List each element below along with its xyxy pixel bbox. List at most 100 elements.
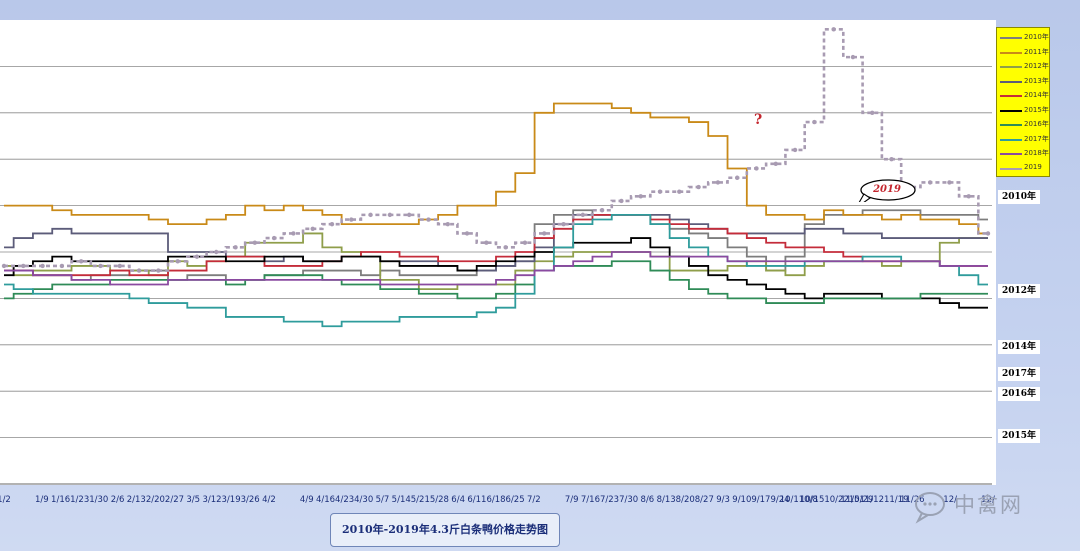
x-tick-label: 5/145/215/28 — [392, 495, 449, 505]
x-tick-label: 8/138/208/27 — [657, 495, 714, 505]
legend-label: 2012年 — [1024, 62, 1049, 70]
point-2019-21 — [406, 212, 412, 218]
point-2019-14 — [271, 235, 277, 241]
end-label-2015: 2015年 — [998, 429, 1041, 443]
point-2019-30 — [580, 212, 586, 218]
point-2019-27 — [522, 240, 528, 245]
point-2019-50 — [966, 194, 971, 199]
x-tick-label: 10/1510/2210/29 — [800, 495, 874, 505]
legend-label: 2014年 — [1024, 91, 1049, 99]
point-2019-34 — [657, 189, 663, 194]
end-label-2010: 2010年 — [998, 190, 1041, 204]
callout-text: 2019 — [873, 184, 901, 195]
point-2019-7 — [136, 268, 142, 273]
x-tick-label: 4/164/234/30 — [316, 495, 373, 505]
legend-swatch — [1000, 124, 1022, 126]
point-2019-20 — [387, 212, 393, 218]
point-2019-46 — [889, 157, 894, 162]
point-2019-13 — [252, 240, 258, 245]
x-tick-label: 3/5 — [186, 495, 200, 505]
point-2019-5 — [98, 263, 103, 269]
end-label-2016: 2016年 — [998, 387, 1041, 401]
point-2019-23 — [445, 221, 450, 227]
legend-label: 2010年 — [1024, 33, 1049, 41]
point-2019-49 — [947, 180, 952, 185]
watermark: 中禽网 — [912, 486, 1062, 526]
point-2019-31 — [599, 208, 605, 213]
legend-swatch — [1000, 95, 1022, 97]
end-label-2017: 2017年 — [998, 367, 1041, 381]
series-line-2018年 — [4, 251, 988, 286]
x-tick-label: 8/6 — [641, 495, 655, 505]
point-2019-29 — [561, 221, 566, 227]
legend-item: 2014年 — [997, 89, 1051, 103]
end-label-2012: 2012年 — [998, 284, 1041, 298]
x-tick-label: 12/ — [981, 495, 995, 505]
point-2019-8 — [156, 268, 161, 273]
point-2019-39 — [754, 166, 759, 171]
point-2019-4 — [78, 259, 84, 264]
legend-label: 2015年 — [1024, 105, 1049, 114]
series-line-2015年 — [4, 237, 988, 309]
x-tick-label: 1/161/231/30 — [51, 495, 108, 505]
point-2019-51 — [985, 231, 991, 236]
point-2019-36 — [696, 184, 701, 190]
x-tick-label: 10/110/8 — [780, 495, 818, 505]
legend-swatch — [1000, 138, 1022, 141]
x-tick-label: 9/3 — [716, 495, 730, 505]
point-2019-41 — [792, 147, 798, 153]
point-2019-38 — [734, 175, 740, 180]
point-2019-37 — [715, 180, 721, 185]
x-tick-label: 4/9 — [300, 495, 314, 505]
x-tick-label: 7/167/237/30 — [581, 495, 638, 505]
point-2019-32 — [619, 198, 624, 204]
x-tick-label: 11/26 — [900, 495, 925, 505]
legend-item: 2011年 — [997, 46, 1051, 60]
point-2019-42 — [812, 119, 817, 125]
legend-item: 2019 — [997, 162, 1051, 176]
legend-item: 2017年 — [997, 133, 1051, 147]
point-2019-2 — [40, 263, 45, 269]
x-tick-label: 11/511/1211/19 — [840, 495, 908, 505]
legend-swatch — [1000, 66, 1022, 68]
point-2019-40 — [773, 161, 778, 167]
x-tick-label: 12/ — [943, 495, 957, 505]
legend-item: 2012年 — [997, 60, 1051, 74]
x-tick-label: 9/109/179/24 — [732, 495, 789, 505]
point-2019-48 — [927, 180, 933, 185]
legend-swatch — [1000, 37, 1022, 39]
legend-label: 2016年 — [1024, 120, 1049, 128]
series-line-2011年 — [4, 102, 988, 235]
legend-item: 2018年 — [997, 147, 1051, 161]
callout-bubble-icon — [858, 179, 916, 202]
legend-swatch — [1000, 51, 1022, 54]
point-2019-17 — [329, 221, 335, 227]
point-2019-24 — [464, 231, 470, 236]
point-2019-45 — [870, 110, 875, 116]
legend-swatch — [1000, 109, 1022, 112]
x-tick-label: 6/4 — [451, 495, 465, 505]
point-2019-25 — [484, 240, 489, 245]
point-2019-28 — [542, 231, 547, 236]
x-tick-label: 4/2 — [262, 495, 276, 505]
watermark-text: 中禽网 — [954, 493, 1023, 517]
x-tick-label: 1/9 — [35, 495, 49, 505]
legend-item: 2013年 — [997, 75, 1051, 89]
point-2019-16 — [310, 226, 315, 231]
point-2019-43 — [831, 27, 836, 32]
point-2019-0 — [1, 263, 7, 269]
legend-label: 2019 — [1024, 162, 1042, 171]
point-2019-19 — [368, 212, 373, 218]
chat-bubble-logo-icon — [915, 492, 945, 524]
legend-item: 2010年 — [997, 31, 1051, 45]
legend-swatch — [1000, 153, 1022, 155]
point-2019-9 — [175, 259, 180, 264]
point-2019-33 — [638, 194, 643, 199]
point-2019-26 — [503, 245, 508, 250]
question-annotation: ? — [754, 112, 763, 128]
x-tick-label: 5/7 — [376, 495, 390, 505]
point-2019-1 — [21, 263, 26, 269]
legend-label: 2018年 — [1024, 149, 1049, 157]
legend-label: 2013年 — [1024, 76, 1049, 85]
